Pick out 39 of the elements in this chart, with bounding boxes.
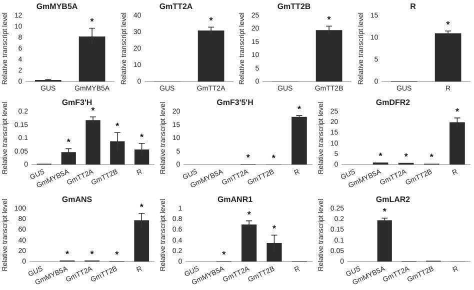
chart-title: GmLAR2 xyxy=(376,195,411,204)
annotation: * xyxy=(382,206,387,217)
annotation: * xyxy=(272,152,276,163)
annotation: * xyxy=(378,150,383,161)
annotation: * xyxy=(247,209,252,220)
bar xyxy=(86,120,100,165)
annotation: * xyxy=(327,14,332,25)
annotation: * xyxy=(272,224,276,234)
bar xyxy=(377,220,392,262)
annotation: * xyxy=(115,250,120,260)
chart-title: GmANR1 xyxy=(217,195,254,204)
annotation: * xyxy=(446,19,450,30)
annotation: * xyxy=(404,151,408,162)
annotation: * xyxy=(297,104,302,114)
annotation: * xyxy=(208,16,213,26)
annotation: * xyxy=(66,137,71,148)
annotation: * xyxy=(140,202,144,212)
annotation: * xyxy=(66,249,70,260)
bar xyxy=(372,162,388,165)
annotation: * xyxy=(222,250,226,260)
annotation: * xyxy=(91,105,96,116)
chart-title: GmF3'5'H xyxy=(216,98,254,108)
chart-title: GmDFR2 xyxy=(376,98,411,108)
bar xyxy=(292,116,307,165)
chart-title: GmANS xyxy=(62,195,93,204)
annotation: * xyxy=(140,132,144,142)
annotation: * xyxy=(90,16,94,27)
bar xyxy=(61,152,76,165)
chart-title: GmTT2B xyxy=(277,2,311,12)
chart-title: GmMYB5A xyxy=(36,2,78,12)
chart-title: R xyxy=(410,2,416,12)
annotation: * xyxy=(90,249,94,260)
bar xyxy=(242,224,257,262)
chart-title: GmF3'H xyxy=(62,98,92,108)
annotation: * xyxy=(455,106,460,116)
annotation: * xyxy=(430,152,434,162)
annotation: * xyxy=(246,152,250,163)
annotation: * xyxy=(116,121,120,132)
chart-title: GmTT2A xyxy=(158,2,192,12)
